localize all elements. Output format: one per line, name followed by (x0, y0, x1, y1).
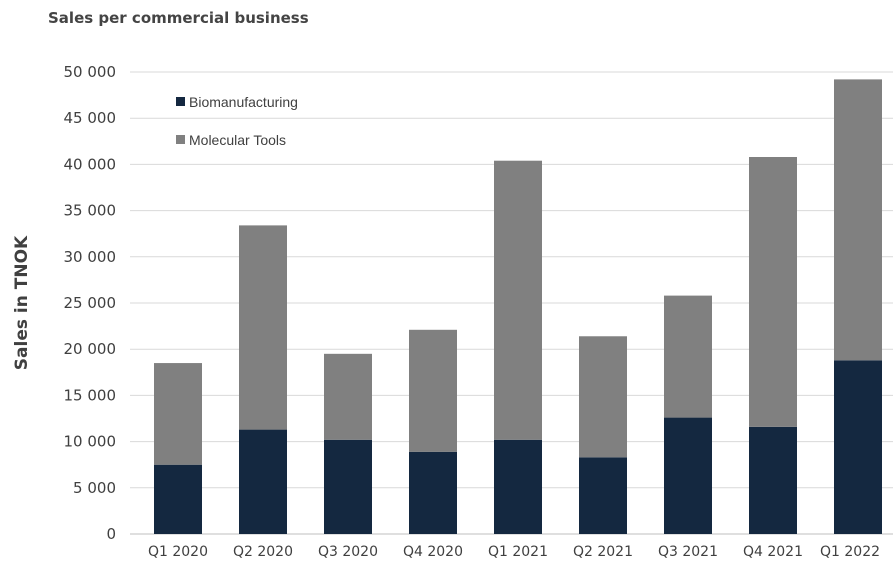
y-tick-label: 10 000 (64, 433, 117, 451)
bar-molecular-tools (579, 336, 627, 458)
y-tick-label: 40 000 (64, 155, 117, 173)
legend: Biomanufacturing Molecular Tools (176, 94, 298, 148)
x-tick-label: Q2 2021 (573, 544, 633, 560)
bar-biomanufacturing (239, 429, 287, 534)
x-tick-label: Q3 2021 (658, 544, 718, 560)
chart-title: Sales per commercial business (48, 9, 309, 27)
bar-biomanufacturing (494, 439, 542, 534)
y-tick-label: 25 000 (64, 294, 117, 312)
y-tick-label: 50 000 (64, 63, 117, 81)
bar-biomanufacturing (579, 457, 627, 534)
x-tick-label: Q4 2021 (743, 544, 803, 560)
x-tick-label: Q2 2020 (233, 544, 293, 560)
bar-biomanufacturing (154, 464, 202, 534)
x-tick-label: Q1 2022 (820, 544, 880, 560)
bar-molecular-tools (154, 363, 202, 465)
bar-biomanufacturing (664, 417, 712, 534)
bar-molecular-tools (749, 157, 797, 427)
bar-biomanufacturing (324, 439, 372, 534)
y-tick-label: 30 000 (64, 248, 117, 266)
bar-molecular-tools (409, 329, 457, 452)
y-tick-label: 35 000 (64, 202, 117, 220)
bar-molecular-tools (834, 79, 882, 361)
y-tick-label: 45 000 (64, 109, 117, 127)
legend-label-biomanufacturing: Biomanufacturing (189, 94, 298, 110)
x-tick-label: Q1 2020 (148, 544, 208, 560)
x-tick-label: Q1 2021 (488, 544, 548, 560)
bar-molecular-tools (239, 225, 287, 430)
bar-biomanufacturing (834, 360, 882, 534)
bar-biomanufacturing (749, 426, 797, 534)
bar-biomanufacturing (409, 451, 457, 534)
bar-molecular-tools (494, 160, 542, 440)
y-axis-ticks: 0 5 000 10 000 15 000 20 000 25 000 30 000 35 0… (64, 63, 117, 543)
y-axis-label: Sales in TNOK (12, 235, 32, 370)
y-tick-label: 20 000 (64, 340, 117, 358)
bars (154, 79, 882, 534)
bar-molecular-tools (664, 295, 712, 418)
x-tick-label: Q3 2020 (318, 544, 378, 560)
legend-swatch-biomanufacturing (176, 97, 185, 106)
x-axis-ticks: Q1 2020 Q2 2020 Q3 2020 Q4 2020 Q1 2021 Q2 20… (148, 544, 880, 560)
bar-molecular-tools (324, 353, 372, 440)
legend-label-molecular-tools: Molecular Tools (189, 132, 286, 148)
y-tick-label: 0 (106, 525, 116, 543)
y-tick-label: 5 000 (73, 479, 116, 497)
x-tick-label: Q4 2020 (403, 544, 463, 560)
legend-swatch-molecular-tools (176, 135, 185, 144)
y-tick-label: 15 000 (64, 386, 117, 404)
